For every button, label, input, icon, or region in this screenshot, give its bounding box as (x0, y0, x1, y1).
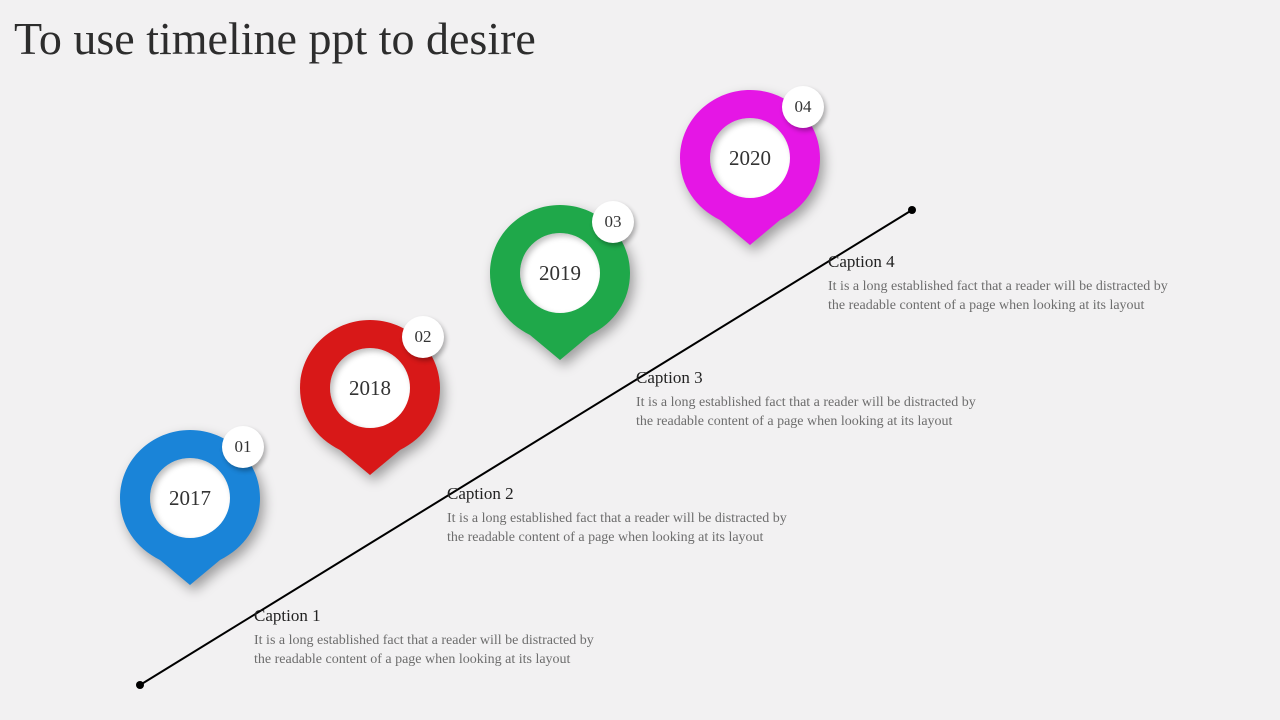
pin-year: 2018 (330, 348, 410, 428)
timeline-caption: Caption 3 It is a long established fact t… (636, 368, 996, 432)
caption-body: It is a long established fact that a rea… (447, 510, 807, 548)
caption-body: It is a long established fact that a rea… (254, 632, 614, 670)
pin-index-badge: 03 (592, 201, 634, 243)
pin-year: 2019 (520, 233, 600, 313)
pin-index-badge: 02 (402, 316, 444, 358)
pin-index-badge: 04 (782, 86, 824, 128)
caption-title: Caption 2 (447, 484, 807, 504)
timeline-caption: Caption 4 It is a long established fact t… (828, 252, 1188, 316)
timeline-line (0, 0, 1280, 720)
caption-body: It is a long established fact that a rea… (828, 278, 1188, 316)
caption-title: Caption 1 (254, 606, 614, 626)
timeline-stage: 201701 Caption 1 It is a long established … (0, 0, 1280, 720)
caption-title: Caption 3 (636, 368, 996, 388)
timeline-caption: Caption 1 It is a long established fact t… (254, 606, 614, 670)
caption-body: It is a long established fact that a rea… (636, 394, 996, 432)
pin-year: 2020 (710, 118, 790, 198)
pin-index-badge: 01 (222, 426, 264, 468)
timeline-caption: Caption 2 It is a long established fact t… (447, 484, 807, 548)
pin-year: 2017 (150, 458, 230, 538)
caption-title: Caption 4 (828, 252, 1188, 272)
